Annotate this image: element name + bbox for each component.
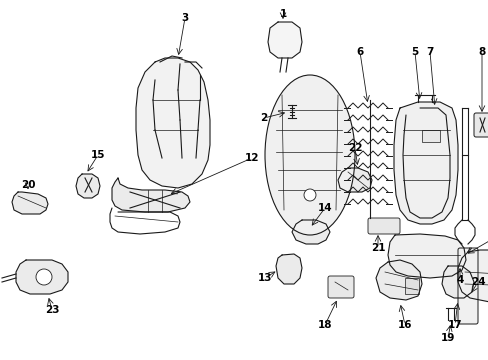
Text: 23: 23: [45, 305, 59, 315]
Text: 22: 22: [347, 143, 362, 153]
Text: 21: 21: [370, 243, 385, 253]
Polygon shape: [393, 102, 457, 224]
Polygon shape: [441, 266, 473, 298]
Polygon shape: [267, 22, 302, 58]
Polygon shape: [12, 192, 48, 214]
Polygon shape: [291, 220, 329, 244]
Polygon shape: [16, 260, 68, 294]
Text: 6: 6: [356, 47, 363, 57]
Polygon shape: [76, 174, 100, 198]
FancyBboxPatch shape: [367, 218, 399, 234]
Polygon shape: [136, 58, 209, 188]
Text: 14: 14: [317, 203, 332, 213]
Text: 24: 24: [470, 277, 484, 287]
FancyBboxPatch shape: [457, 248, 477, 324]
Text: 18: 18: [317, 320, 331, 330]
Text: 13: 13: [257, 273, 272, 283]
Polygon shape: [337, 168, 371, 192]
Polygon shape: [375, 260, 421, 300]
Text: 8: 8: [477, 47, 485, 57]
Polygon shape: [387, 234, 465, 278]
Text: 2: 2: [260, 113, 267, 123]
FancyBboxPatch shape: [327, 276, 353, 298]
Text: 12: 12: [244, 153, 259, 163]
Polygon shape: [457, 250, 488, 304]
Text: 5: 5: [410, 47, 418, 57]
Text: 16: 16: [397, 320, 411, 330]
Polygon shape: [275, 254, 302, 284]
Text: 20: 20: [20, 180, 35, 190]
FancyBboxPatch shape: [473, 113, 488, 137]
Ellipse shape: [264, 75, 354, 235]
Polygon shape: [112, 178, 190, 212]
Text: 7: 7: [426, 47, 433, 57]
Bar: [404, 278, 418, 294]
Circle shape: [36, 269, 52, 285]
Text: 15: 15: [91, 150, 105, 160]
Text: 4: 4: [455, 275, 463, 285]
Text: 3: 3: [181, 13, 188, 23]
Bar: [421, 130, 439, 142]
Text: 17: 17: [447, 320, 461, 330]
Text: 1: 1: [279, 9, 286, 19]
Circle shape: [304, 189, 315, 201]
Text: 19: 19: [440, 333, 454, 343]
